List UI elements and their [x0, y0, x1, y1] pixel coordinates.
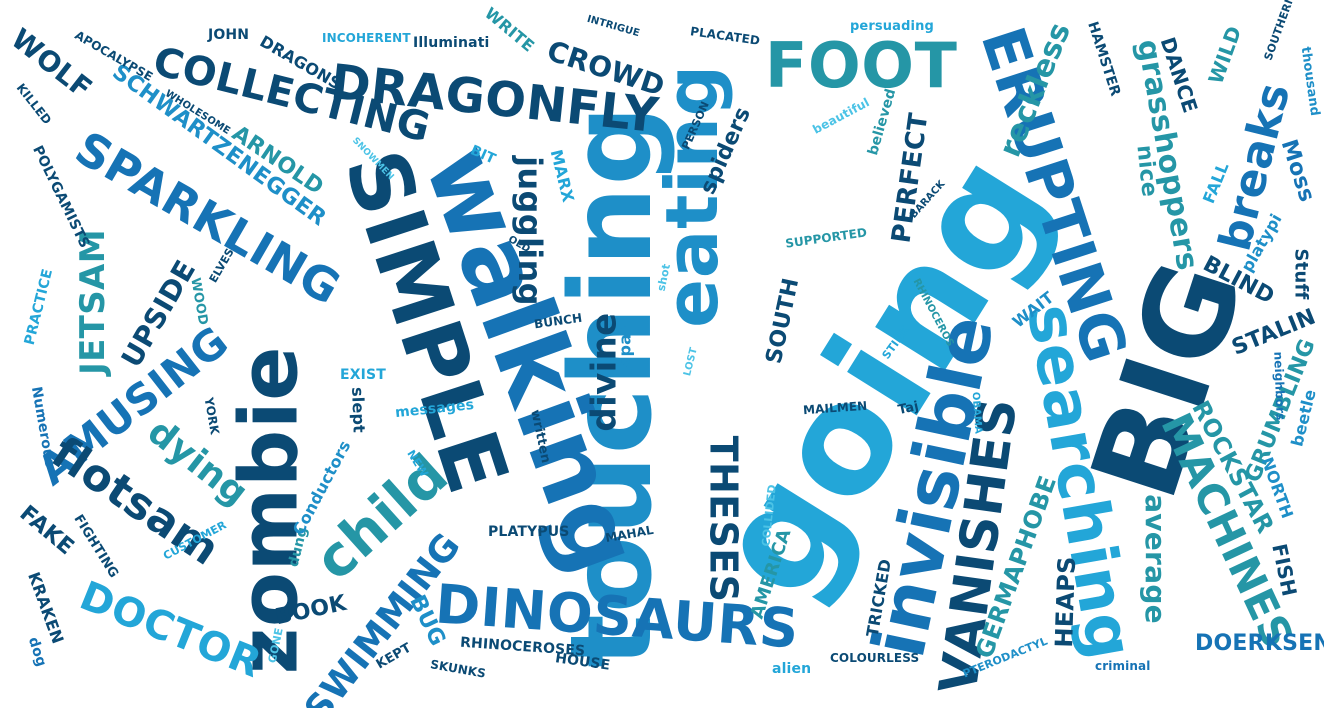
word: KRAKEN	[24, 569, 68, 647]
word: thousand	[1297, 45, 1323, 118]
word: PLACATED	[689, 24, 761, 48]
word: HEAPS	[1049, 555, 1082, 649]
word: PLATYPUS	[488, 524, 570, 540]
word: ELVES	[206, 246, 237, 285]
word: PRACTICE	[21, 267, 57, 347]
word: WILD	[1203, 22, 1247, 88]
word: criminal	[1095, 659, 1151, 673]
word: juggling	[510, 156, 549, 306]
word: JETSAM	[72, 229, 113, 375]
word: Illuminati	[413, 35, 490, 51]
word: HAMSTER	[1084, 19, 1124, 99]
word: neighbors	[1271, 351, 1288, 421]
word: FAKE	[14, 500, 79, 561]
word: JOHN	[208, 27, 250, 43]
word: nice	[1131, 143, 1162, 199]
word: slept	[348, 386, 369, 434]
word: INTRIGUE	[585, 13, 641, 40]
word: COLOURLESS	[830, 651, 920, 665]
word: INCOHERENT	[322, 31, 411, 45]
word: Stuff	[1290, 248, 1312, 300]
word: FIGHTING	[70, 512, 122, 581]
word: FOOT	[765, 29, 958, 102]
word: EXIST	[340, 367, 386, 383]
word: beautiful	[810, 95, 872, 137]
word: YORK	[201, 396, 222, 436]
word: alien	[772, 661, 812, 677]
word: Japan	[615, 322, 635, 374]
word: average	[1138, 494, 1172, 624]
word: WRITE	[481, 3, 539, 56]
word: Moss	[1275, 136, 1320, 206]
word: LOST	[682, 346, 700, 378]
word: dog	[24, 635, 50, 669]
word: Taj	[896, 399, 921, 418]
word: THESES	[701, 435, 746, 603]
word: OBAMA	[969, 391, 984, 435]
word: SOUTHERN	[1261, 0, 1298, 63]
word: WOOD	[187, 276, 211, 327]
word: KILLED	[13, 80, 55, 128]
word: DOERKSEN	[1195, 631, 1324, 656]
word: SUPPORTED	[784, 225, 868, 251]
word: SKUNKS	[429, 657, 487, 681]
word: persuading	[850, 19, 934, 34]
